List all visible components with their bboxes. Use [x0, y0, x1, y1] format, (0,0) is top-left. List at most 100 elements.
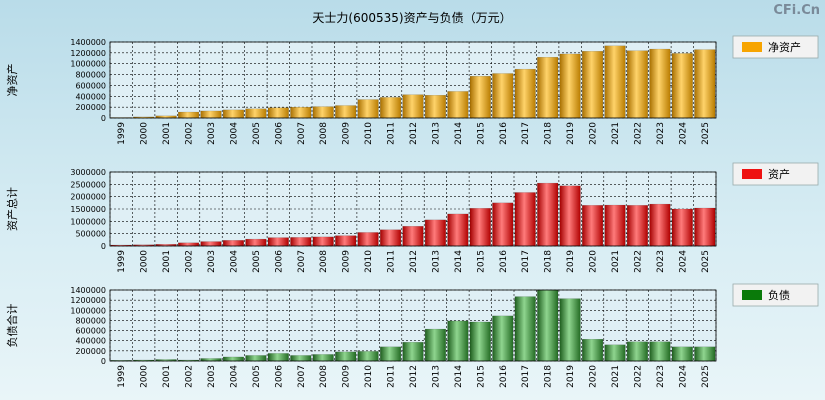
x-tick-label: 2002 — [185, 122, 195, 145]
bar-2009 — [335, 351, 357, 362]
bar-2007 — [290, 355, 312, 362]
x-tick-label: 2011 — [387, 122, 397, 145]
bar-2022 — [626, 50, 648, 119]
x-tick-label: 2001 — [162, 365, 172, 388]
x-tick-label: 2007 — [297, 365, 307, 388]
x-tick-label: 2010 — [364, 250, 374, 273]
bar-2009 — [335, 235, 357, 247]
bar-2017 — [514, 192, 536, 247]
y-axis-title: 负债合计 — [5, 304, 19, 348]
bar-2016 — [492, 73, 514, 119]
legend-box — [732, 35, 819, 59]
x-tick-label: 2020 — [589, 122, 599, 145]
x-tick-label: 2012 — [409, 250, 419, 273]
x-tick-label: 2008 — [319, 122, 329, 145]
x-tick-label: 2001 — [162, 250, 172, 273]
bar-2024 — [671, 346, 693, 362]
x-tick-label: 2023 — [656, 365, 666, 388]
x-tick-label: 2017 — [521, 122, 531, 145]
x-tick-label: 2000 — [140, 250, 150, 273]
x-tick-label: 2008 — [319, 365, 329, 388]
x-tick-label: 2006 — [274, 122, 284, 145]
bar-2023 — [649, 341, 671, 362]
x-tick-label: 2005 — [252, 122, 262, 145]
x-tick-label: 2021 — [611, 365, 621, 388]
bar-2017 — [514, 296, 536, 362]
bar-2015 — [469, 321, 491, 362]
legend-swatch — [742, 42, 762, 52]
x-tick-label: 2012 — [409, 122, 419, 145]
x-tick-label: 2015 — [476, 365, 486, 388]
legend-label: 资产 — [768, 167, 790, 181]
bar-2008 — [312, 106, 334, 119]
bar-2004 — [222, 356, 244, 362]
bar-2018 — [537, 57, 559, 119]
bar-2012 — [402, 94, 424, 119]
x-tick-label: 2017 — [521, 365, 531, 388]
x-tick-label: 2018 — [544, 365, 554, 388]
bar-2006 — [267, 353, 289, 362]
bar-2012 — [402, 342, 424, 362]
bar-2022 — [626, 341, 648, 362]
bar-2014 — [447, 91, 469, 119]
bar-2005 — [245, 108, 267, 119]
y-tick-label: 1500000 — [70, 205, 106, 214]
bar-2013 — [424, 328, 446, 362]
bar-2007 — [290, 237, 312, 247]
x-tick-label: 2022 — [633, 122, 643, 145]
x-tick-label: 1999 — [117, 250, 127, 273]
x-tick-label: 2016 — [499, 250, 509, 273]
y-tick-label: 1000000 — [70, 306, 106, 315]
y-tick-label: 1000000 — [70, 60, 106, 69]
bar-2025 — [694, 346, 716, 362]
x-tick-label: 2011 — [387, 250, 397, 273]
plot-frame — [109, 289, 717, 362]
x-tick-label: 2025 — [701, 122, 711, 145]
x-tick-label: 2021 — [611, 122, 621, 145]
bar-2005 — [245, 238, 267, 247]
x-tick-label: 2002 — [185, 365, 195, 388]
x-tick-label: 2006 — [274, 365, 284, 388]
y-tick-label: 0 — [101, 242, 106, 251]
y-axis-title: 净资产 — [5, 64, 19, 97]
panel-3: 0200000400000600000800000100000012000001… — [5, 283, 819, 388]
bar-2006 — [267, 107, 289, 119]
panel-2: 0 500000 1000000 1500000 2000000 2500000 30000… — [5, 162, 819, 273]
bar-2015 — [469, 75, 491, 119]
bar-2020 — [582, 51, 604, 119]
x-tick-label: 2021 — [611, 250, 621, 273]
x-tick-label: 2014 — [454, 365, 464, 388]
bar-2011 — [380, 346, 402, 362]
y-tick-label: 2500000 — [70, 180, 106, 189]
x-tick-label: 2023 — [656, 250, 666, 273]
x-tick-label: 2009 — [342, 122, 352, 145]
y-tick-label: 2000000 — [70, 193, 106, 202]
bar-2010 — [357, 351, 379, 362]
bar-2018 — [537, 182, 559, 247]
x-tick-label: 2023 — [656, 122, 666, 145]
y-tick-label: 1200000 — [70, 49, 106, 58]
legend-swatch — [742, 290, 762, 300]
bar-2023 — [649, 203, 671, 247]
x-tick-label: 2014 — [454, 250, 464, 273]
x-tick-label: 2004 — [229, 122, 239, 145]
x-tick-label: 2015 — [476, 122, 486, 145]
x-tick-label: 2005 — [252, 250, 262, 273]
y-tick-label: 1400000 — [70, 286, 106, 295]
legend-box — [732, 162, 819, 186]
x-tick-label: 2022 — [633, 365, 643, 388]
y-tick-label: 1200000 — [70, 296, 106, 305]
bar-2024 — [671, 208, 693, 247]
bar-2010 — [357, 232, 379, 247]
bar-2025 — [694, 207, 716, 247]
x-tick-label: 2009 — [342, 250, 352, 273]
x-tick-label: 2018 — [544, 122, 554, 145]
y-tick-label: 200000 — [75, 103, 106, 112]
y-tick-label: 600000 — [75, 81, 106, 90]
x-tick-label: 2014 — [454, 122, 464, 145]
y-axis-title: 资产总计 — [5, 187, 19, 231]
plot-frame — [109, 171, 717, 247]
x-tick-label: 2004 — [229, 365, 239, 388]
